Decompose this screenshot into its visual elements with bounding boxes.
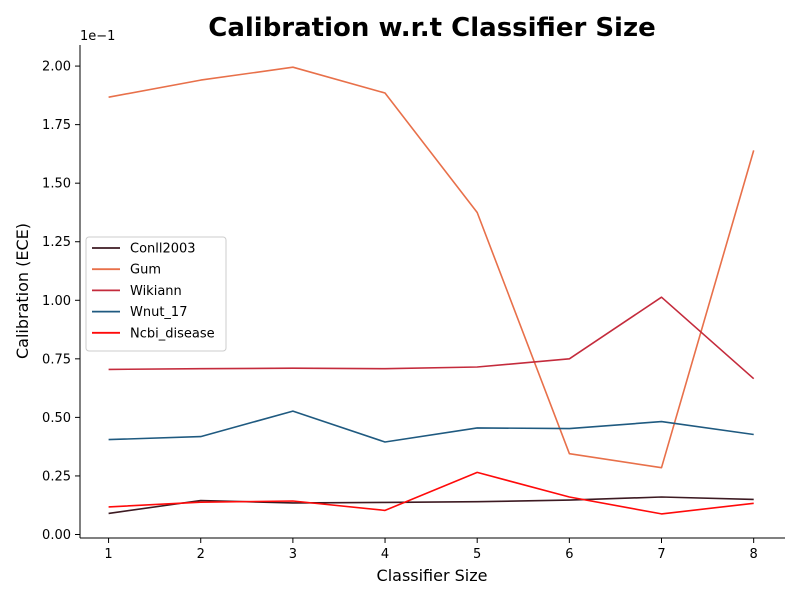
legend: Conll2003 Gum Wikiann Wnut_17 Ncbi_disease: [85, 236, 227, 352]
x-tick-label: 8: [750, 547, 758, 562]
series-line-conll2003: [108, 496, 754, 515]
x-tick-label: 2: [197, 547, 205, 562]
legend-label: Wnut_17: [130, 305, 187, 320]
x-axis-ticks: 1 2 3 4 5 6 7 8: [104, 538, 758, 562]
x-tick-label: 7: [657, 547, 665, 562]
y-tick-label: 1.00: [42, 294, 71, 309]
series-line-wnut-17: [108, 410, 754, 443]
series-line-wikiann: [108, 296, 755, 380]
y-axis-ticks: 0.00 0.25 0.50 0.75 1.00 1.25 1.50 1.75 2.00: [42, 60, 80, 543]
legend-label: Conll2003: [130, 242, 196, 257]
x-tick-label: 6: [565, 547, 573, 562]
y-tick-label: 0.00: [42, 528, 71, 543]
y-axis-label: Calibration (ECE): [13, 223, 32, 359]
y-tick-label: 0.75: [42, 352, 71, 367]
series-line-gum: [108, 66, 755, 469]
x-tick-label: 1: [104, 547, 112, 562]
legend-label: Wikiann: [130, 284, 182, 299]
x-tick-label: 3: [289, 547, 297, 562]
x-tick-label: 4: [381, 547, 389, 562]
y-tick-label: 2.00: [42, 60, 71, 75]
y-offset-text: 1e−1: [80, 29, 115, 44]
x-tick-label: 5: [473, 547, 481, 562]
series-lines: [108, 66, 755, 515]
legend-label: Ncbi_disease: [130, 326, 215, 341]
x-axis-label: Classifier Size: [377, 566, 488, 585]
y-tick-label: 1.75: [42, 118, 71, 133]
y-tick-label: 0.25: [42, 469, 71, 484]
series-line-ncbi-disease: [108, 471, 754, 515]
legend-label: Gum: [130, 263, 161, 278]
legend-box: [85, 236, 227, 352]
y-tick-label: 1.25: [42, 235, 71, 250]
y-tick-label: 1.50: [42, 177, 71, 192]
y-tick-label: 0.50: [42, 411, 71, 426]
chart-title: Calibration w.r.t Classifier Size: [208, 13, 655, 43]
